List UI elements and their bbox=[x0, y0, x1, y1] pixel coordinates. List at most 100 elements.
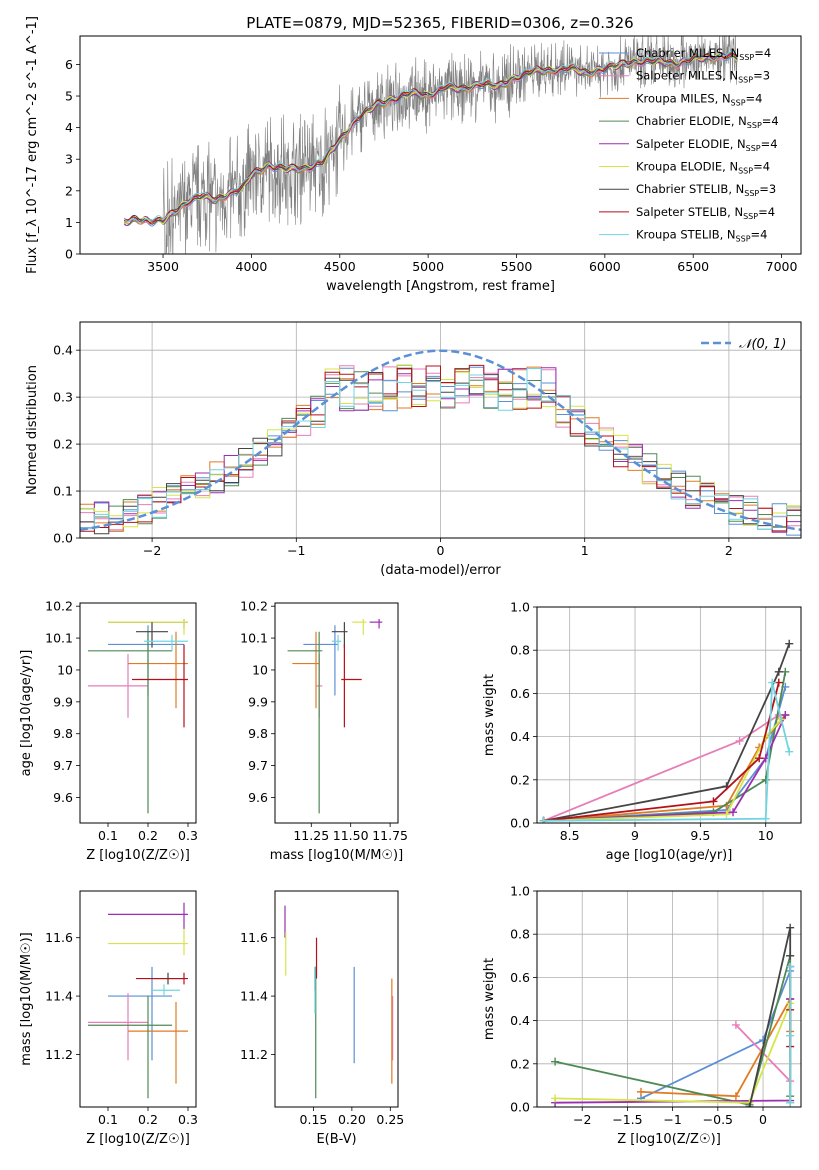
x-tick-label: 9 bbox=[631, 828, 639, 843]
plus-marker bbox=[709, 797, 718, 806]
y-tick-label: 11.2 bbox=[45, 1047, 73, 1062]
y-tick-label: 9.8 bbox=[248, 726, 268, 741]
observed-spectrum bbox=[124, 36, 738, 254]
y-tick-label: 9.9 bbox=[53, 694, 73, 709]
y-axis-label: mass [log10(M/M☉)] bbox=[19, 932, 34, 1065]
legend-value: =4 bbox=[746, 91, 763, 105]
panel-mass-vs-Z: 0.1 0.2 0.3 11.2 11.4 11.6 Z [log10(Z/Z☉)] mass… bbox=[19, 890, 198, 1147]
y-tick-label: 0.4 bbox=[510, 1013, 530, 1028]
y-axis-label: Flux [f_λ 10^-17 erg cm^-2 s^-1 A^-1] bbox=[25, 16, 40, 274]
y-tick-label: 0.2 bbox=[510, 1056, 530, 1071]
model-line bbox=[123, 50, 738, 223]
histogram-step bbox=[80, 364, 801, 532]
errorbar-point bbox=[287, 631, 323, 814]
x-tick-label: 0.1 bbox=[98, 1112, 118, 1127]
errorbar-point bbox=[152, 984, 180, 997]
x-tick-label: 4000 bbox=[236, 259, 268, 274]
errorbar-point bbox=[331, 622, 348, 648]
y-tick-label: 11.6 bbox=[45, 930, 73, 945]
weight-line bbox=[543, 714, 787, 822]
legend-subscript: SSP bbox=[744, 189, 759, 198]
x-tick-label: 5000 bbox=[412, 259, 444, 274]
x-tick-label: 0.25 bbox=[376, 1112, 404, 1127]
errorbar-point bbox=[341, 644, 362, 728]
x-tick-label: 0 bbox=[759, 1112, 767, 1127]
plus-marker bbox=[551, 1094, 560, 1103]
x-tick-label: 0.1 bbox=[98, 828, 118, 843]
y-tick-label: 0.2 bbox=[53, 437, 73, 452]
x-tick-label: 8.5 bbox=[560, 828, 580, 843]
y-tick-label: 0.3 bbox=[53, 390, 73, 405]
legend-label: Chabrier ELODIE, NSSP=4 bbox=[636, 114, 779, 130]
x-tick-label: 6000 bbox=[589, 259, 621, 274]
y-tick-label: 0.6 bbox=[510, 686, 530, 701]
errorbar-point bbox=[88, 631, 172, 814]
y-tick-label: 2 bbox=[65, 183, 73, 198]
legend-label: Salpeter ELODIE, NSSP=4 bbox=[636, 137, 778, 153]
legend-subscript: SSP bbox=[738, 76, 753, 85]
plus-marker bbox=[785, 747, 794, 756]
y-tick-label: 11.2 bbox=[240, 1047, 268, 1062]
errorbar-point bbox=[352, 618, 367, 635]
errorbar-point bbox=[128, 1001, 188, 1084]
weight-line bbox=[640, 995, 792, 1098]
plus-marker bbox=[786, 1031, 795, 1040]
y-tick-label: 0.0 bbox=[510, 816, 530, 831]
weight-line bbox=[543, 718, 783, 822]
panel-weight-vs-age: 8.5 9 9.5 10 0.0 0.2 0.4 0.6 0.8 1.0 age [log10(ag… bbox=[482, 600, 802, 863]
legend-value: =4 bbox=[762, 114, 779, 128]
x-tick-label: 11.25 bbox=[293, 828, 329, 843]
axes-frame bbox=[79, 321, 802, 539]
y-tick-label: 9.6 bbox=[248, 790, 268, 805]
plus-marker bbox=[774, 667, 783, 676]
errorbar-point bbox=[292, 631, 320, 709]
plus-marker bbox=[729, 808, 738, 817]
legend-label: Chabrier STELIB, NSSP=3 bbox=[636, 182, 776, 198]
x-axis-label: age [log10(age/yr)] bbox=[606, 848, 733, 863]
y-tick-label: 0.4 bbox=[510, 729, 530, 744]
legend-label: Chabrier MILES, NSSP=4 bbox=[636, 46, 771, 62]
legend-value: =4 bbox=[751, 228, 768, 242]
x-tick-label: 10 bbox=[758, 828, 774, 843]
weight-line bbox=[543, 686, 787, 822]
axes-frame bbox=[536, 890, 802, 1108]
errorbar-point bbox=[303, 625, 339, 696]
y-tick-label: 4 bbox=[65, 120, 73, 135]
legend: 𝒩(0, 1) bbox=[701, 337, 786, 352]
plus-marker bbox=[551, 1057, 560, 1066]
panel-weight-vs-Z: −2 −1.5 −1 −0.5 0 0.0 0.2 0.4 0.6 0.8 1.0 Z [log10(… bbox=[482, 884, 802, 1147]
y-tick-label: 11.6 bbox=[240, 930, 268, 945]
y-tick-label: 9.7 bbox=[248, 758, 268, 773]
plus-marker bbox=[781, 711, 790, 719]
y-tick-label: 10.1 bbox=[45, 631, 73, 646]
errorbar-point bbox=[369, 618, 383, 629]
errorbar-point bbox=[88, 996, 172, 1099]
legend-label: 𝒩(0, 1) bbox=[739, 337, 786, 352]
axes-frame bbox=[79, 890, 197, 1108]
errorbar-point bbox=[331, 634, 342, 651]
model-line bbox=[123, 54, 738, 225]
x-tick-label: 3500 bbox=[147, 259, 179, 274]
axes-frame bbox=[274, 602, 399, 824]
y-tick-label: 9.6 bbox=[53, 790, 73, 805]
x-tick-label: 11.75 bbox=[372, 828, 408, 843]
legend: Chabrier MILES, NSSP=4 Salpeter MILES, NS… bbox=[599, 46, 779, 244]
plus-marker bbox=[731, 1092, 740, 1101]
x-tick-label: 0.3 bbox=[178, 828, 198, 843]
plus-marker bbox=[768, 678, 777, 687]
y-tick-label: 6 bbox=[65, 57, 73, 72]
y-axis-label: mass weight bbox=[482, 958, 497, 1040]
legend-value: =4 bbox=[753, 160, 770, 174]
y-tick-label: 1.0 bbox=[510, 600, 530, 615]
y-tick-label: 0.0 bbox=[510, 1100, 530, 1115]
y-axis-label: Normed distribution bbox=[25, 365, 40, 495]
y-tick-label: 3 bbox=[65, 152, 73, 167]
legend-label: Kroupa STELIB, NSSP=4 bbox=[636, 228, 767, 244]
x-tick-label: −1.5 bbox=[612, 1112, 642, 1127]
x-tick-label: −2 bbox=[573, 1112, 591, 1127]
y-tick-label: 10 bbox=[252, 662, 268, 677]
x-tick-label: 0.15 bbox=[300, 1112, 328, 1127]
x-tick-label: −0.5 bbox=[703, 1112, 733, 1127]
y-tick-label: 10.2 bbox=[240, 599, 268, 614]
panel-mass-vs-ebv: 0.15 0.20 0.25 11.2 11.4 11.6 E(B-V) bbox=[240, 890, 404, 1147]
